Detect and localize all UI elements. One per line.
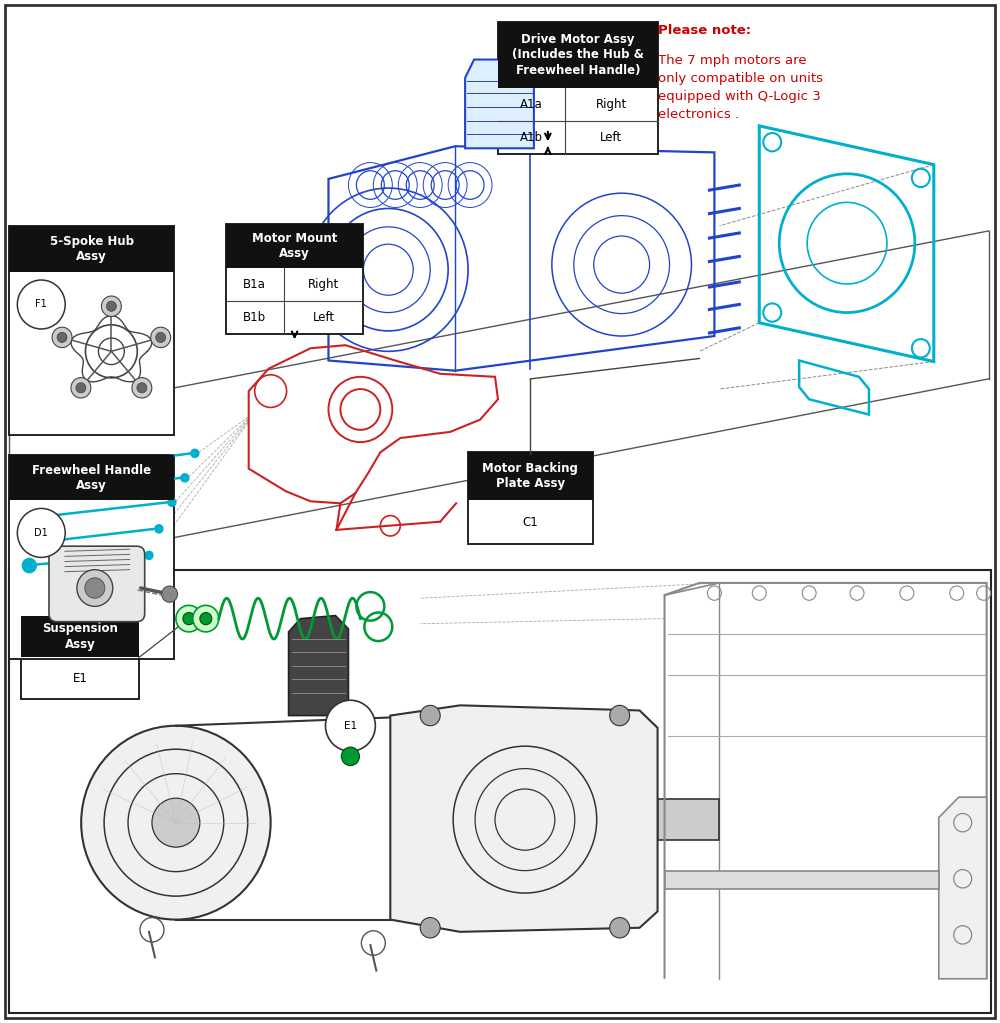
Text: Freewheel Handle
Assy: Freewheel Handle Assy [32, 463, 151, 492]
Circle shape [183, 613, 195, 625]
Bar [9, 570, 991, 1014]
Circle shape [62, 462, 76, 477]
Circle shape [28, 536, 42, 550]
Circle shape [81, 725, 271, 920]
Circle shape [50, 485, 64, 499]
Text: Motor Backing
Plate Assy: Motor Backing Plate Assy [482, 462, 578, 490]
Circle shape [181, 474, 189, 482]
Text: Drive Motor Assy
(Includes the Hub &
Freewheel Handle): Drive Motor Assy (Includes the Hub & Fre… [512, 33, 644, 77]
Circle shape [38, 509, 52, 524]
Bar [9, 226, 174, 272]
Circle shape [137, 383, 147, 393]
Bar [498, 21, 658, 154]
Text: Right: Right [596, 98, 627, 112]
Bar [468, 452, 593, 500]
Circle shape [610, 705, 630, 725]
Text: 5-Spoke Hub
Assy: 5-Spoke Hub Assy [50, 234, 134, 263]
Bar [9, 455, 174, 660]
Circle shape [17, 280, 65, 329]
Text: F1: F1 [35, 300, 47, 310]
FancyBboxPatch shape [49, 546, 145, 622]
Bar [9, 455, 174, 500]
Circle shape [176, 606, 202, 632]
Text: D1: D1 [34, 528, 48, 538]
Text: C1: C1 [523, 516, 538, 529]
Text: Left: Left [312, 311, 335, 324]
Circle shape [155, 525, 163, 533]
Circle shape [420, 918, 440, 938]
Bar [226, 224, 363, 333]
Circle shape [420, 705, 440, 725]
Text: A1b: A1b [520, 131, 543, 144]
Circle shape [76, 383, 86, 393]
Text: B1a: B1a [243, 278, 266, 291]
Text: A1a: A1a [520, 98, 543, 112]
Polygon shape [289, 616, 348, 715]
Bar [498, 21, 658, 88]
Circle shape [22, 559, 36, 573]
Circle shape [151, 327, 171, 348]
Circle shape [17, 508, 65, 558]
Circle shape [200, 613, 212, 625]
Circle shape [168, 498, 176, 506]
Text: E1: E1 [73, 672, 88, 684]
Circle shape [71, 377, 91, 398]
Circle shape [145, 551, 153, 560]
Circle shape [132, 377, 152, 398]
Circle shape [106, 301, 116, 311]
Circle shape [156, 332, 166, 343]
Polygon shape [939, 797, 987, 979]
Text: Motor Mount
Assy: Motor Mount Assy [252, 231, 337, 260]
Bar [21, 616, 139, 658]
Circle shape [341, 747, 359, 765]
Text: B1b: B1b [243, 311, 266, 324]
Text: Suspension
Assy: Suspension Assy [42, 622, 118, 651]
Circle shape [77, 570, 113, 607]
Polygon shape [390, 705, 658, 932]
Circle shape [610, 918, 630, 938]
Text: Right: Right [308, 278, 339, 291]
Circle shape [52, 327, 72, 348]
Text: E1: E1 [344, 721, 357, 730]
Text: The 7 mph motors are
only compatible on units
equipped with Q-Logic 3
electronic: The 7 mph motors are only compatible on … [658, 54, 823, 122]
Bar [226, 224, 363, 268]
Polygon shape [465, 59, 534, 148]
Bar [468, 452, 593, 544]
Bar [658, 799, 719, 840]
Text: Left: Left [600, 131, 622, 144]
Circle shape [162, 586, 178, 603]
Bar [665, 871, 939, 889]
Bar [21, 616, 139, 700]
Text: Please note:: Please note: [658, 24, 751, 37]
Circle shape [191, 449, 199, 457]
Bar [9, 226, 174, 435]
Circle shape [193, 606, 219, 632]
Circle shape [325, 700, 375, 751]
Circle shape [85, 578, 105, 598]
Circle shape [152, 798, 200, 847]
Circle shape [57, 332, 67, 343]
Circle shape [101, 296, 121, 316]
